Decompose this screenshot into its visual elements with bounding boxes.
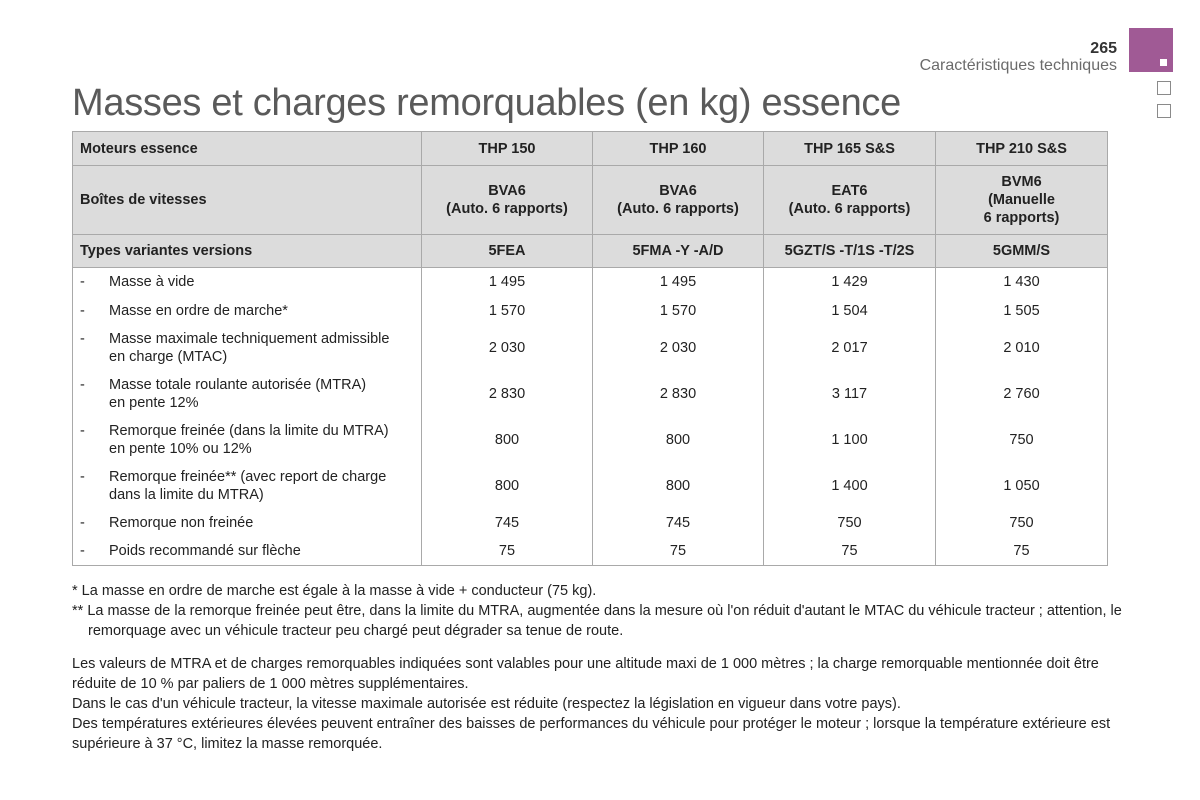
row-label-text: Remorque non freinée	[109, 514, 254, 531]
dash-bullet: -	[80, 274, 85, 291]
engine-header: THP 150	[421, 131, 593, 166]
table-cell: 2 830	[421, 370, 593, 417]
variant-cell: 5FMA -Y -A/D	[592, 234, 764, 268]
table-cell: 1 504	[763, 296, 936, 325]
section-tab-icon[interactable]	[1157, 81, 1171, 95]
table-row: - Remorque freinée (dans la limite du MTR…	[72, 416, 1108, 463]
paragraph: Les valeurs de MTRA et de charges remorq…	[72, 656, 1099, 692]
table-cell: 800	[421, 462, 593, 509]
table-cell: 1 495	[592, 267, 764, 297]
page-title: Masses et charges remorquables (en kg) e…	[72, 82, 901, 124]
gearbox-cell: BVM6 (Manuelle 6 rapports)	[935, 165, 1108, 235]
dash-bullet: -	[80, 468, 85, 485]
variants-row: Types variantes versions 5FEA 5FMA -Y -A…	[72, 234, 1108, 268]
table-row: - Masse en ordre de marche* 1 570 1 570 1…	[72, 296, 1108, 325]
table-cell: 1 570	[592, 296, 764, 325]
table-cell: 1 400	[763, 462, 936, 509]
engine-header: THP 210 S&S	[935, 131, 1108, 166]
table-cell: 2 017	[763, 324, 936, 371]
table-cell: 800	[421, 416, 593, 463]
table-cell: 2 010	[935, 324, 1108, 371]
table-cell: 75	[763, 536, 936, 566]
table-cell: 745	[421, 508, 593, 537]
dash-bullet: -	[80, 542, 85, 559]
table-cell: 1 100	[763, 416, 936, 463]
engines-row: Moteurs essence THP 150 THP 160 THP 165 …	[72, 131, 1108, 166]
table-row: - Masse totale roulante autorisée (MTRA) …	[72, 370, 1108, 417]
table-row: - Remorque freinée** (avec report de char…	[72, 462, 1108, 509]
dash-bullet: -	[80, 302, 85, 319]
row-label-text: Masse totale roulante autorisée (MTRA) e…	[109, 376, 367, 411]
info-paragraphs: Les valeurs de MTRA et de charges remorq…	[72, 654, 1132, 754]
row-label-text: Remorque freinée** (avec report de charg…	[109, 468, 387, 503]
dash-bullet: -	[80, 330, 85, 347]
table-cell: 745	[592, 508, 764, 537]
table-row: - Remorque non freinée 745 745 750 750	[72, 508, 1108, 537]
table-row: - Poids recommandé sur flèche 75 75 75 75	[72, 536, 1108, 566]
row-label: - Masse totale roulante autorisée (MTRA) …	[72, 370, 422, 417]
table-cell: 800	[592, 462, 764, 509]
paragraph: Des températures extérieures élevées peu…	[72, 716, 1111, 752]
row-label-text: Masse à vide	[109, 274, 195, 291]
gearboxes-row: Boîtes de vitesses BVA6 (Auto. 6 rapport…	[72, 165, 1108, 235]
table-cell: 2 030	[421, 324, 593, 371]
table-cell: 750	[763, 508, 936, 537]
variant-cell: 5GZT/S -T/1S -T/2S	[763, 234, 936, 268]
tab-marker-icon	[1160, 59, 1167, 66]
table-cell: 75	[421, 536, 593, 566]
table-cell: 1 429	[763, 267, 936, 297]
table-row: - Masse à vide 1 495 1 495 1 429 1 430	[72, 267, 1108, 297]
dash-bullet: -	[80, 514, 85, 531]
variant-cell: 5GMM/S	[935, 234, 1108, 268]
table-cell: 2 830	[592, 370, 764, 417]
table-cell: 3 117	[763, 370, 936, 417]
row-label-text: Masse maximale techniquement admissible …	[109, 330, 390, 365]
table-cell: 1 570	[421, 296, 593, 325]
row-label: - Masse en ordre de marche*	[72, 296, 422, 325]
engine-header: THP 165 S&S	[763, 131, 936, 166]
footnotes: * La masse en ordre de marche est égale …	[72, 581, 1132, 641]
gearbox-cell: BVA6 (Auto. 6 rapports)	[421, 165, 593, 235]
row-label-text: Poids recommandé sur flèche	[109, 542, 301, 559]
footnote: * La masse en ordre de marche est égale …	[72, 583, 597, 599]
towing-masses-table: Moteurs essence THP 150 THP 160 THP 165 …	[72, 131, 1108, 566]
table-cell: 2 030	[592, 324, 764, 371]
row-label-text: Remorque freinée (dans la limite du MTRA…	[109, 422, 389, 457]
table-cell: 2 760	[935, 370, 1108, 417]
row-header: Types variantes versions	[72, 234, 422, 268]
row-header: Moteurs essence	[72, 131, 422, 166]
engine-header: THP 160	[592, 131, 764, 166]
row-header: Boîtes de vitesses	[72, 165, 422, 235]
active-section-tab-icon[interactable]	[1129, 28, 1173, 72]
table-cell: 1 505	[935, 296, 1108, 325]
row-label: - Masse maximale techniquement admissible…	[72, 324, 422, 371]
row-label: - Poids recommandé sur flèche	[72, 536, 422, 566]
gearbox-cell: EAT6 (Auto. 6 rapports)	[763, 165, 936, 235]
dash-bullet: -	[80, 376, 85, 393]
section-tab-icon[interactable]	[1157, 104, 1171, 118]
table-cell: 1 050	[935, 462, 1108, 509]
table-cell: 75	[592, 536, 764, 566]
table-cell: 800	[592, 416, 764, 463]
gearbox-cell: BVA6 (Auto. 6 rapports)	[592, 165, 764, 235]
dash-bullet: -	[80, 422, 85, 439]
row-label-text: Masse en ordre de marche*	[109, 302, 288, 319]
table-cell: 750	[935, 508, 1108, 537]
row-label: - Remorque non freinée	[72, 508, 422, 537]
table-cell: 750	[935, 416, 1108, 463]
table-cell: 1 430	[935, 267, 1108, 297]
row-label: - Remorque freinée** (avec report de char…	[72, 462, 422, 509]
page-number: 265	[1090, 40, 1117, 57]
table-cell: 75	[935, 536, 1108, 566]
variant-cell: 5FEA	[421, 234, 593, 268]
section-title: Caractéristiques techniques	[919, 57, 1117, 74]
row-label: - Remorque freinée (dans la limite du MTR…	[72, 416, 422, 463]
row-label: - Masse à vide	[72, 267, 422, 297]
table-cell: 1 495	[421, 267, 593, 297]
table-row: - Masse maximale techniquement admissible…	[72, 324, 1108, 371]
paragraph: Dans le cas d'un véhicule tracteur, la v…	[72, 696, 901, 712]
footnote: ** La masse de la remorque freinée peut …	[72, 603, 1122, 639]
